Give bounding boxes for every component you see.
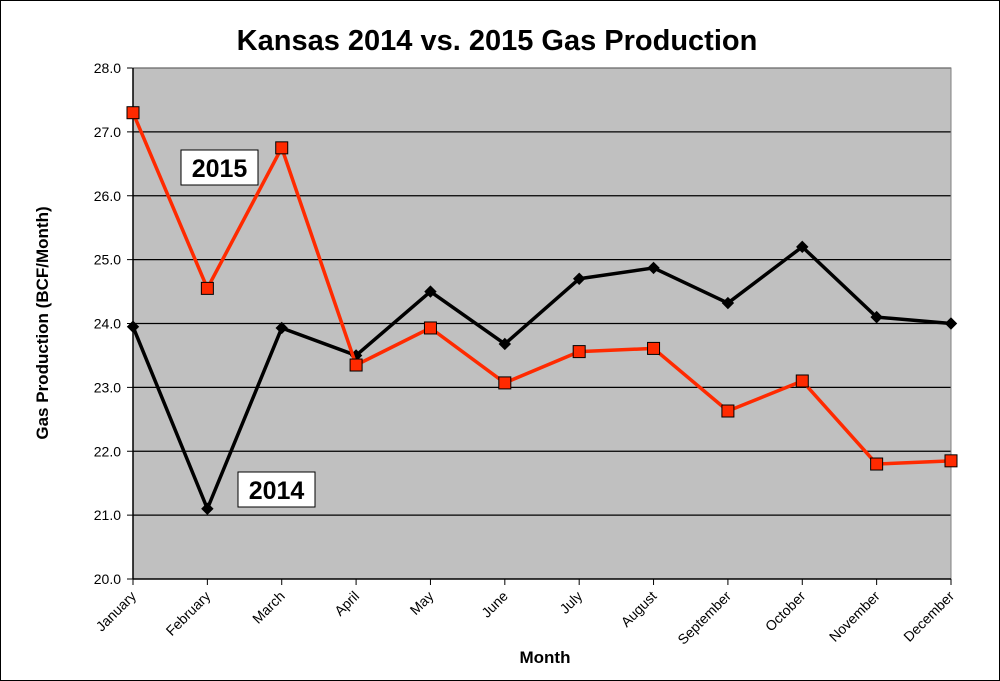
y-tick-label: 25.0 [94, 252, 121, 268]
data-point-2015 [647, 341, 661, 355]
data-point-2015 [275, 141, 289, 155]
x-tick-label: August [618, 588, 660, 630]
x-tick-label: December [900, 588, 957, 645]
y-tick-label: 21.0 [94, 507, 121, 523]
data-point-2015 [721, 404, 735, 418]
gridlines [133, 67, 951, 516]
x-tick-label: October [762, 588, 809, 635]
data-point-2014 [796, 240, 809, 254]
series-label-2015: 2015 [192, 155, 248, 183]
data-point-2014 [275, 321, 288, 335]
data-point-2015 [944, 454, 958, 468]
x-tick-label: February [163, 588, 214, 639]
y-tick-label: 24.0 [94, 316, 121, 332]
y-tick-label: 22.0 [94, 443, 121, 459]
x-tick-label: March [249, 588, 288, 627]
series-line-2015 [131, 112, 952, 466]
data-point-2014 [870, 310, 883, 324]
series-lines [126, 106, 958, 515]
x-tick-label: November [826, 588, 883, 645]
y-axis-title: Gas Production (BCF/Month) [33, 206, 52, 439]
data-point-2014 [944, 317, 958, 330]
data-point-2015 [572, 345, 586, 359]
x-tick-label: September [674, 588, 734, 648]
data-point-2015 [349, 358, 363, 372]
series-label-2014: 2014 [249, 477, 305, 505]
series-label-box-2015 [180, 149, 259, 186]
data-point-2015 [423, 321, 437, 335]
x-tick-label: July [556, 588, 585, 617]
chart-title: Kansas 2014 vs. 2015 Gas Production [237, 25, 758, 57]
data-point-2014 [424, 285, 437, 298]
y-tick-labels: 20.0 21.0 22.0 23.0 24.0 25.0 26.0 27.0 28.0 [94, 60, 121, 587]
data-point-2014 [647, 261, 660, 275]
data-point-2015 [126, 106, 140, 120]
data-point-2014 [572, 272, 586, 285]
x-tick-label: January [93, 588, 140, 635]
y-tick-label: 26.0 [94, 188, 121, 204]
y-tick-label: 20.0 [94, 571, 121, 587]
data-point-2014 [498, 337, 512, 351]
data-point-2015 [870, 457, 884, 471]
y-tick-label: 23.0 [94, 379, 121, 395]
series-labels: 2014 2015 [180, 149, 316, 508]
series-line-2014 [131, 245, 952, 511]
x-tick-label: May [407, 588, 437, 618]
data-point-2014 [721, 296, 735, 310]
y-tick-label: 27.0 [94, 124, 121, 140]
x-tick-labels: January February March April May June July Augu… [93, 588, 958, 648]
data-point-2015 [498, 376, 512, 390]
y-tick-label: 28.0 [94, 60, 121, 76]
data-point-2015 [795, 374, 809, 388]
data-point-2014 [126, 320, 140, 333]
x-tick-label: June [478, 588, 511, 621]
data-point-2014 [201, 502, 214, 515]
x-axis-title: Month [520, 648, 571, 667]
data-point-2015 [200, 281, 214, 295]
x-tick-label: April [331, 588, 362, 619]
series-label-box-2014 [237, 471, 316, 508]
